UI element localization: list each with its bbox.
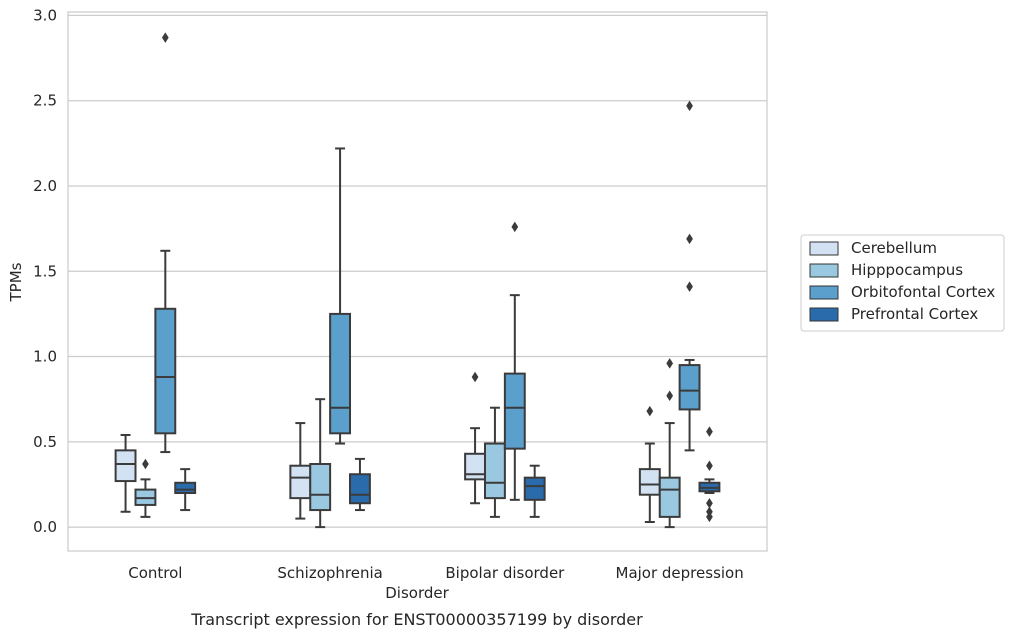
box-body (638, 468, 661, 496)
x-tick-label: Control (128, 564, 182, 582)
y-tick-label: 0.5 (33, 433, 57, 451)
outlier-point (686, 233, 693, 245)
box-2-3 (483, 406, 506, 518)
outlier-point (706, 497, 713, 509)
box-body (464, 452, 486, 481)
box-3-2 (329, 147, 352, 445)
box-3-1 (154, 32, 177, 454)
legend-swatch (809, 263, 839, 278)
box-body (658, 476, 681, 518)
box-4-2 (349, 457, 371, 512)
boxes (114, 32, 721, 529)
box-body (114, 449, 137, 483)
legend-items: Cerebellum Hipppocampus Orbitofontal Corte… (809, 239, 995, 323)
box-2-1 (134, 458, 157, 518)
legend-label: Cerebellum (851, 239, 937, 257)
outlier-point (471, 371, 479, 383)
box-3-3 (503, 221, 526, 501)
legend-label: Orbitofontal Cortex (851, 283, 995, 301)
box-2-2 (309, 398, 332, 529)
box-body (678, 364, 701, 411)
outlier-point (706, 511, 713, 523)
box-body (174, 481, 197, 495)
box-4-3 (523, 464, 546, 518)
box-1-3 (464, 371, 486, 505)
box-body (523, 476, 546, 501)
legend-swatch (809, 307, 839, 322)
outlier-point (686, 100, 693, 112)
legend-frame (800, 234, 1005, 332)
legend-label: Hipppocampus (851, 261, 963, 279)
outlier-point (142, 458, 149, 470)
box-body (503, 372, 526, 450)
x-tick-label: Bipolar disorder (445, 564, 565, 582)
grid-lines (68, 14, 767, 528)
outlier-point (706, 426, 713, 437)
outlier-point (666, 358, 674, 369)
box-body (154, 307, 177, 435)
outlier-point (666, 390, 674, 402)
outlier-point (511, 221, 519, 233)
legend-swatch (809, 285, 839, 300)
y-tick-label: 2.5 (33, 92, 57, 110)
plot-frame (67, 11, 768, 552)
x-axis-label: Disorder (385, 584, 449, 602)
box-body (349, 473, 371, 505)
box-1-4 (638, 405, 661, 524)
y-tick-label: 1.5 (33, 262, 57, 280)
y-tick-label: 0.0 (33, 518, 57, 536)
box-body (309, 463, 332, 512)
box-4-4 (698, 426, 721, 523)
y-axis-ticks: 0.0 0.5 1.0 1.5 2.0 2.5 3.0 (33, 6, 57, 536)
box-body (329, 312, 352, 435)
legend: Cerebellum Hipppocampus Orbitofontal Corte… (800, 234, 1005, 332)
x-tick-label: Schizophrenia (277, 564, 382, 582)
x-tick-label: Major depression (616, 564, 744, 582)
y-tick-label: 1.0 (33, 348, 57, 366)
outlier-point (646, 405, 654, 417)
box-body (289, 464, 312, 500)
outlier-point (161, 32, 169, 43)
legend-label: Prefrontal Cortex (851, 305, 978, 323)
box-2-4 (658, 358, 681, 529)
box-3-4 (678, 100, 701, 452)
box-body (483, 442, 506, 500)
y-tick-label: 2.0 (33, 177, 57, 195)
x-axis-ticks: Control Schizophrenia Bipolar disorder Majo… (128, 564, 743, 582)
chart-caption: Transcript expression for ENST0000035719… (190, 610, 643, 629)
box-4-1 (174, 468, 197, 512)
y-tick-label: 3.0 (33, 6, 57, 24)
legend-swatch (809, 241, 839, 256)
box-1-1 (114, 434, 137, 513)
y-axis-label: TPMs (7, 262, 25, 302)
outlier-point (706, 460, 713, 471)
outlier-point (686, 281, 693, 292)
box-1-2 (289, 422, 312, 520)
